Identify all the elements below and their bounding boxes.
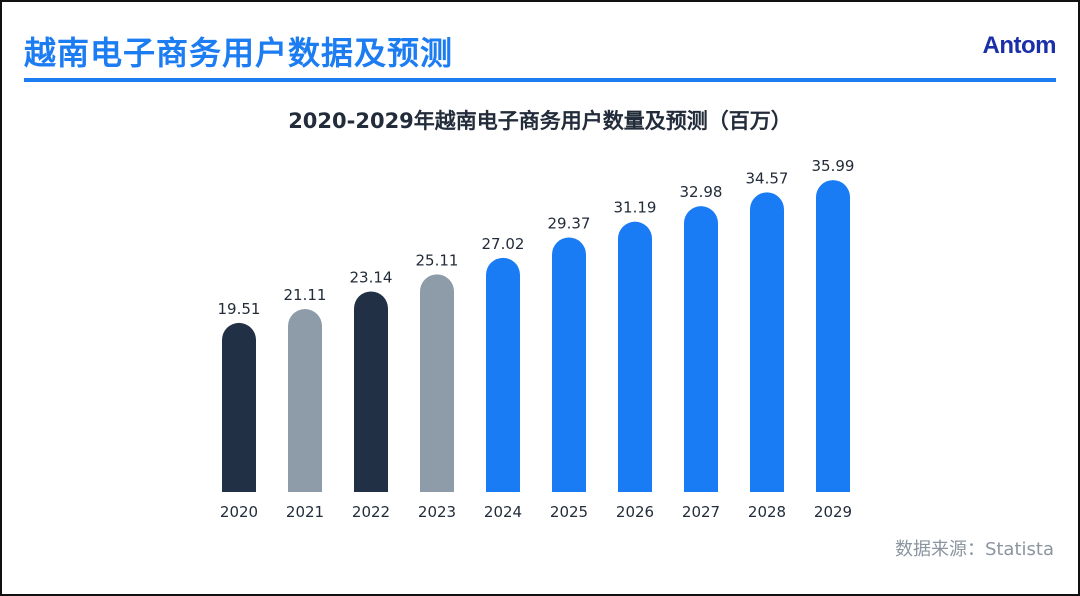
data-label: 27.02: [482, 235, 525, 253]
data-label: 34.57: [746, 169, 789, 187]
bar-2027: [684, 206, 718, 492]
source-note: 数据来源：Statista: [894, 539, 1054, 560]
x-tick-label: 2021: [286, 503, 324, 521]
bar-2022: [354, 291, 388, 492]
antom-logo: Antom: [982, 32, 1057, 59]
x-tick-label: 2028: [748, 503, 786, 521]
bar-2023: [420, 274, 454, 492]
x-tick-label: 2022: [352, 503, 390, 521]
data-label: 29.37: [548, 214, 591, 232]
bar-2029: [816, 180, 850, 492]
data-label: 31.19: [614, 199, 657, 217]
title-divider: [24, 78, 1056, 82]
data-label: 35.99: [812, 157, 855, 175]
x-tick-label: 2020: [220, 503, 258, 521]
x-tick-label: 2024: [484, 503, 522, 521]
bar-2028: [750, 192, 784, 492]
x-tick-label: 2025: [550, 503, 588, 521]
bar-2024: [486, 257, 520, 492]
data-label: 21.11: [284, 286, 327, 304]
data-label: 19.51: [218, 300, 261, 318]
bar-2026: [618, 221, 652, 493]
data-label: 25.11: [416, 251, 459, 269]
data-label: 32.98: [680, 183, 723, 201]
chart-title: 2020-2029年越南电子商务用户数量及预测（百万）: [288, 109, 792, 133]
page-title: 越南电子商务用户数据及预测: [24, 34, 454, 72]
bar-2021: [288, 309, 322, 492]
data-label: 23.14: [350, 268, 393, 286]
x-tick-label: 2029: [814, 503, 852, 521]
x-tick-label: 2027: [682, 503, 720, 521]
bar-2020: [222, 322, 256, 492]
bar-2025: [552, 237, 586, 492]
x-tick-label: 2023: [418, 503, 456, 521]
x-tick-label: 2026: [616, 503, 654, 521]
